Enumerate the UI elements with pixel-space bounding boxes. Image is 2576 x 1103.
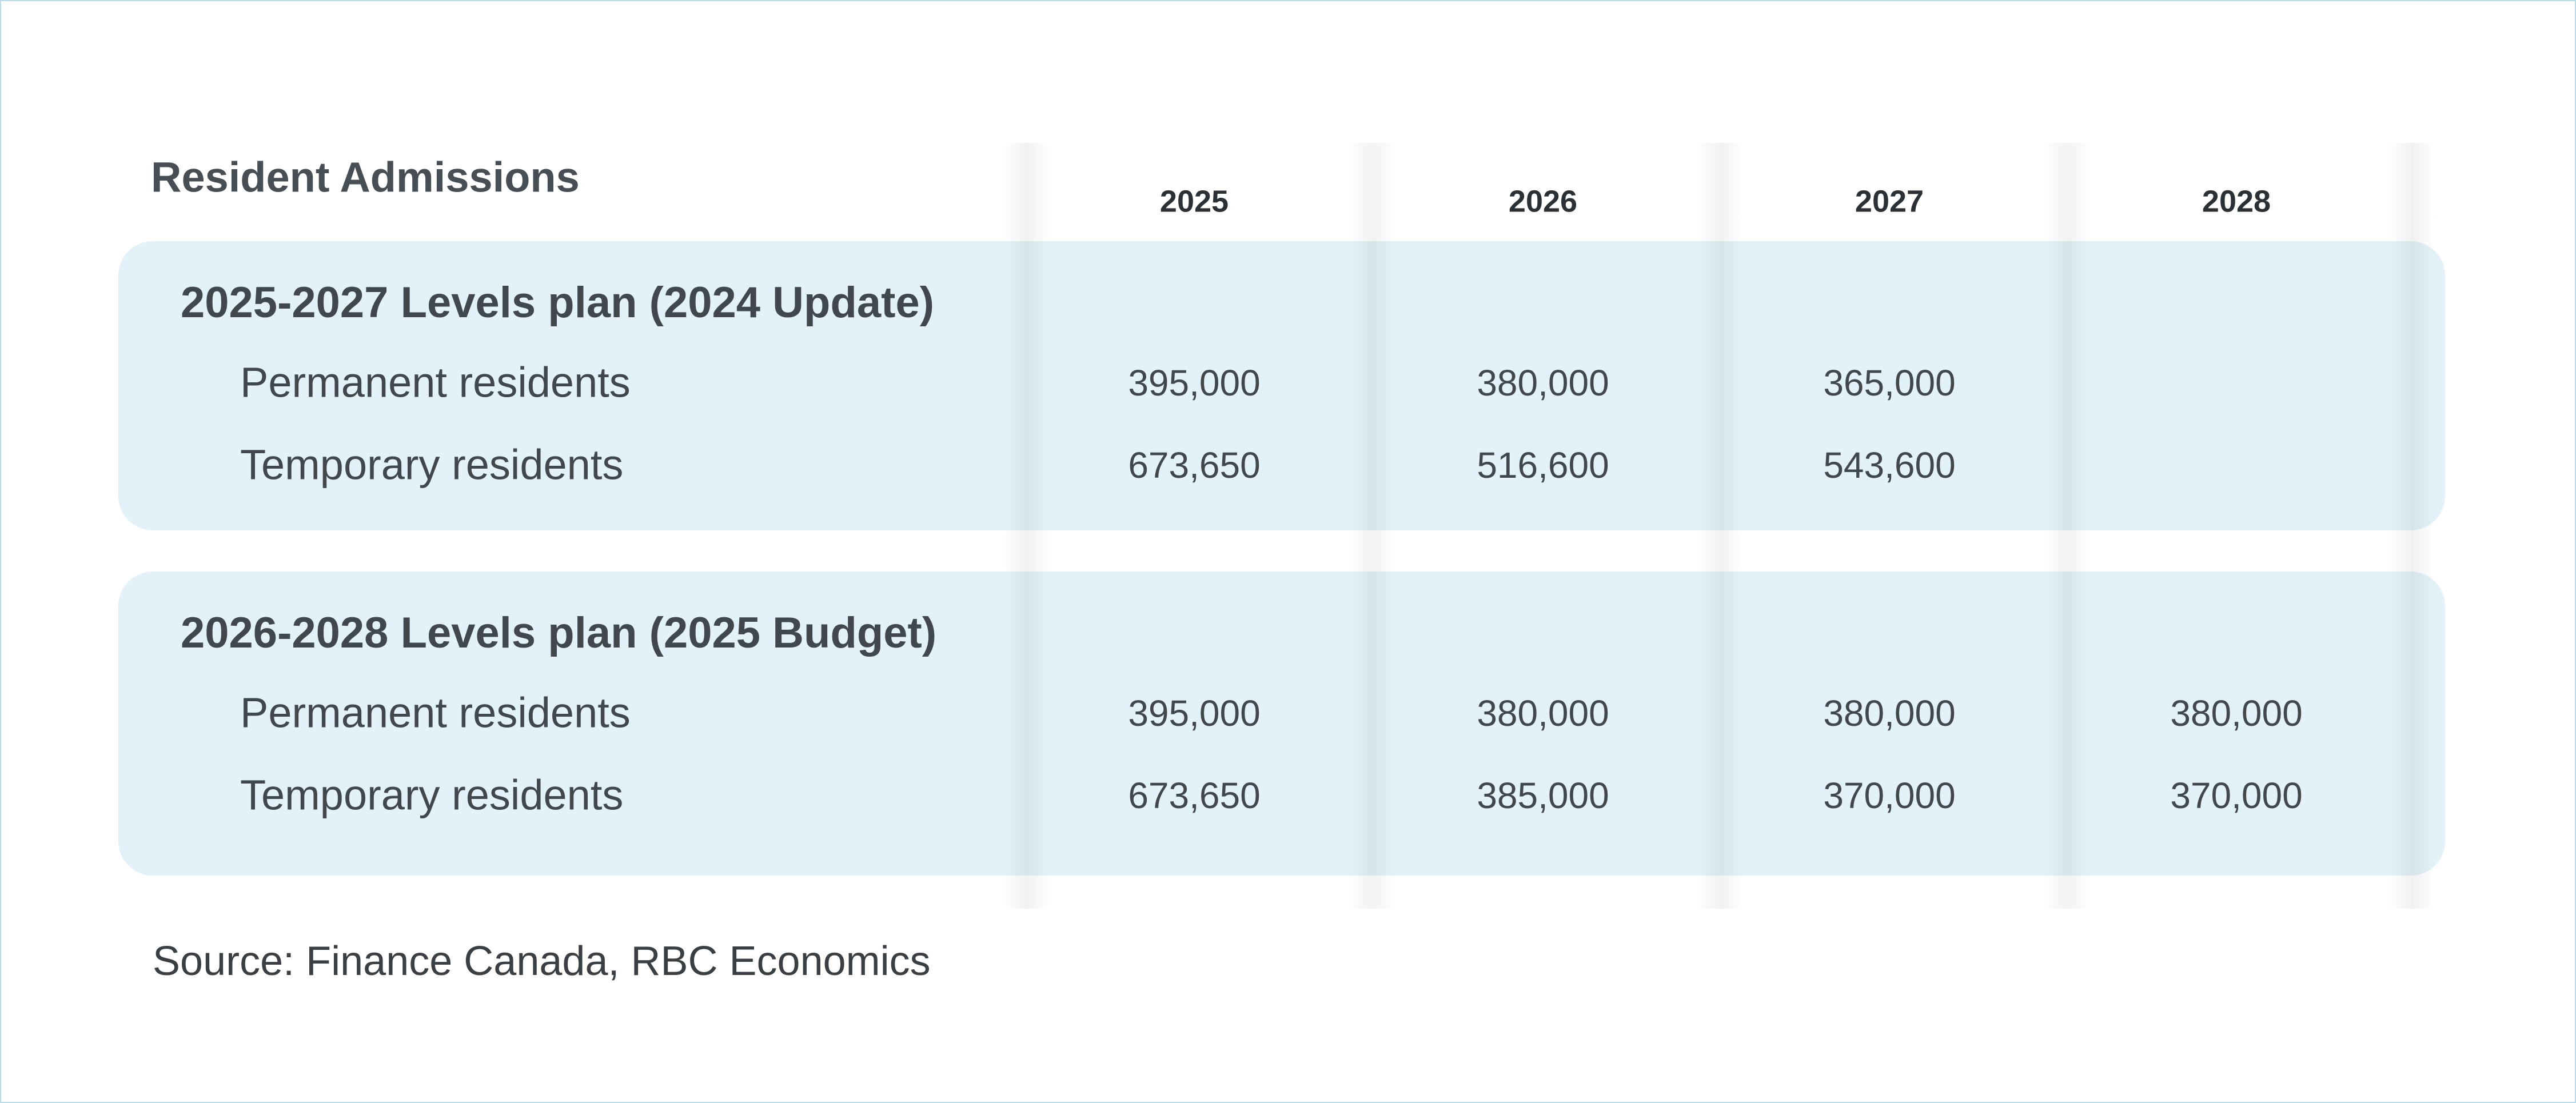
cell-value: 380,000	[2170, 693, 2302, 734]
column-divider-shade	[1697, 143, 1743, 909]
column-divider-shade	[2044, 143, 2090, 909]
cell-value: 365,000	[1823, 362, 1955, 403]
cell-value: 516,600	[1477, 445, 1609, 486]
row-label: Temporary residents	[240, 441, 623, 489]
cell-value: 385,000	[1477, 775, 1609, 816]
column-header: 2025	[1160, 184, 1229, 218]
cell-value: 395,000	[1128, 362, 1260, 403]
cell-value: 380,000	[1477, 362, 1609, 403]
group-panel	[118, 572, 2445, 876]
column-header: 2028	[2202, 184, 2271, 218]
cell-value: 370,000	[1823, 775, 1955, 816]
column-divider-shade	[1004, 143, 1050, 909]
cell-value: 380,000	[1477, 693, 1609, 734]
cell-value: 395,000	[1128, 693, 1260, 734]
table-title: Resident Admissions	[151, 154, 580, 201]
source-note: Source: Finance Canada, RBC Economics	[153, 938, 931, 984]
group-panel	[118, 241, 2445, 530]
row-label: Temporary residents	[240, 772, 623, 819]
cell-value: 380,000	[1823, 693, 1955, 734]
column-header: 2026	[1509, 184, 1577, 218]
group-title: 2025-2027 Levels plan (2024 Update)	[181, 278, 934, 327]
column-divider-shade	[1349, 143, 1395, 909]
column-header: 2027	[1855, 184, 1924, 218]
cell-value: 370,000	[2170, 775, 2302, 816]
row-label: Permanent residents	[240, 359, 631, 406]
cell-value: 673,650	[1128, 775, 1260, 816]
cell-value: 543,600	[1823, 445, 1955, 486]
group-title: 2026-2028 Levels plan (2025 Budget)	[181, 609, 936, 657]
row-label: Permanent residents	[240, 689, 631, 737]
column-divider-shade	[2389, 143, 2435, 909]
cell-value: 673,650	[1128, 445, 1260, 486]
